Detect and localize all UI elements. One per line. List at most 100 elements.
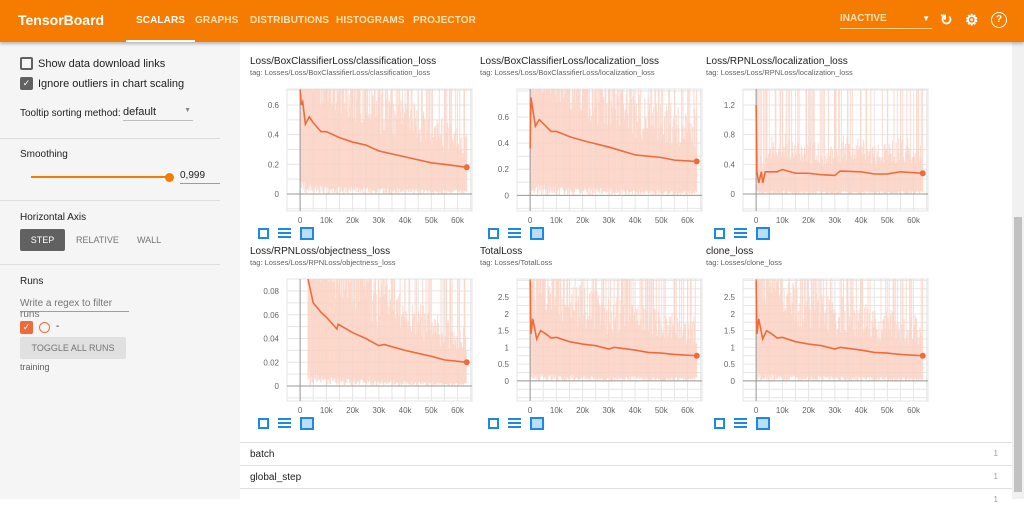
toggle-log-scale-icon[interactable] (278, 227, 291, 240)
chart-title: Loss/RPNLoss/objectness_loss (250, 246, 391, 257)
group-row[interactable]: 1 (240, 488, 1012, 511)
x-tick-label: 20k (802, 216, 816, 224)
x-tick-label: 10k (550, 406, 564, 414)
scrollbar[interactable] (1012, 42, 1024, 499)
x-tick-label: 30k (372, 406, 386, 414)
divider (0, 138, 220, 139)
last-point-marker (919, 352, 926, 359)
chart-toolbar (714, 225, 779, 241)
smoothing-slider[interactable] (31, 176, 170, 178)
y-tick-label: 1.5 (498, 327, 510, 336)
line-chart[interactable]: 0 0.2 0.4 0.6 0 10k 20k 30k 40k 50k 60k (250, 56, 476, 224)
tab-histograms[interactable]: HISTOGRAMS (336, 15, 405, 26)
axis-relative-button[interactable]: RELATIVE (76, 235, 119, 245)
main-content: Loss/BoxClassifierLoss/classification_lo… (240, 42, 1012, 504)
toggle-log-scale-icon[interactable] (508, 417, 521, 430)
last-point-marker (693, 352, 700, 359)
sidebar: Show data download links ✓ Ignore outlie… (0, 42, 240, 499)
toggle-log-scale-icon[interactable] (508, 227, 521, 240)
plugin-select[interactable]: INACTIVE ▼ (840, 13, 932, 29)
fit-domain-icon[interactable] (756, 227, 770, 241)
x-tick-label: 0 (754, 406, 759, 414)
axis-wall-button[interactable]: WALL (137, 235, 162, 245)
fullscreen-icon[interactable] (488, 228, 499, 240)
fit-domain-icon[interactable] (300, 227, 314, 241)
group-name: global_step (250, 472, 302, 483)
fit-domain-icon[interactable] (756, 417, 770, 431)
last-point-marker (919, 170, 926, 177)
chart-toolbar (488, 225, 553, 241)
run-color-circle-icon[interactable] (39, 322, 50, 333)
y-tick-label: 0.2 (268, 160, 280, 169)
line-chart[interactable]: 0 0.2 0.4 0.6 0 10k 20k 30k 40k 50k 60k (480, 56, 706, 224)
chart-toolbar (714, 415, 779, 431)
x-tick-label: 60k (681, 216, 695, 224)
settings-icon[interactable]: ⚙ (965, 12, 979, 29)
tooltip-sorting-value: default (123, 106, 157, 118)
last-point-marker (693, 158, 700, 165)
chart-toolbar (258, 415, 323, 431)
toggle-all-runs-button[interactable]: TOGGLE ALL RUNS (20, 337, 126, 359)
y-tick-label: 0 (505, 377, 510, 386)
y-tick-label: 2 (505, 310, 510, 319)
y-tick-label: 0 (275, 190, 280, 199)
horizontal-axis-label: Horizontal Axis (20, 212, 87, 223)
help-icon[interactable]: ? (991, 12, 1007, 28)
smoothing-slider-handle[interactable] (165, 173, 174, 182)
tooltip-sorting-select[interactable]: default ▼ (123, 104, 193, 121)
tab-scalars[interactable]: SCALARS (125, 15, 196, 42)
fullscreen-icon[interactable] (258, 418, 269, 430)
chart-toolbar (258, 225, 323, 241)
fit-domain-icon[interactable] (530, 417, 544, 431)
x-tick-label: 0 (528, 216, 533, 224)
fullscreen-icon[interactable] (714, 228, 725, 240)
run-checkbox[interactable]: ✓ (20, 321, 33, 334)
fit-domain-icon[interactable] (300, 417, 314, 431)
smoothing-input[interactable]: 0,999 (180, 168, 220, 184)
fullscreen-icon[interactable] (714, 418, 725, 430)
fullscreen-icon[interactable] (258, 228, 269, 240)
smoothed-series-line (529, 97, 697, 163)
y-tick-label: 0 (275, 382, 280, 391)
y-tick-label: 0.02 (263, 358, 279, 367)
refresh-icon[interactable]: ↻ (940, 12, 953, 29)
fullscreen-icon[interactable] (488, 418, 499, 430)
runs-label: Runs (20, 276, 44, 287)
x-tick-label: 50k (881, 406, 895, 414)
chart-title: Loss/RPNLoss/localization_loss (706, 56, 848, 67)
plot-border (286, 278, 473, 402)
y-tick-label: 0.04 (263, 335, 279, 344)
scrollbar-thumb[interactable] (1014, 217, 1022, 492)
tab-graphs[interactable]: GRAPHS (195, 15, 239, 26)
x-tick-label: 40k (855, 216, 869, 224)
x-tick-label: 20k (346, 406, 360, 414)
line-chart[interactable]: 0 0.02 0.04 0.06 0.08 0 10k 20k 30k 40k 50k 60k (250, 246, 476, 414)
chart-tag: tag: Losses/clone_loss (706, 258, 782, 267)
app-title: TensorBoard (18, 12, 105, 28)
tab-projector[interactable]: PROJECTOR (413, 15, 476, 26)
group-row-batch[interactable]: batch 1 (240, 442, 1012, 465)
line-chart[interactable]: 0 0.4 0.8 1.2 0 10k 20k 30k 40k 50k 60k (706, 56, 932, 224)
last-point-marker (463, 164, 470, 171)
group-row-global-step[interactable]: global_step 1 (240, 465, 1012, 488)
x-tick-label: 50k (881, 216, 895, 224)
x-tick-label: 0 (528, 406, 533, 414)
y-tick-label: 0.4 (724, 160, 736, 169)
tab-distributions[interactable]: DISTRIBUTIONS (250, 15, 330, 26)
runs-filter-input[interactable]: Write a regex to filter runs (20, 295, 129, 320)
line-chart[interactable]: 0 0.5 1 1.5 2 2.5 0 10k 20k 30k 40k 50k 60k (480, 246, 706, 414)
x-tick-label: 30k (828, 406, 842, 414)
raw-data-band (307, 279, 467, 387)
y-tick-label: 0.5 (724, 360, 736, 369)
toggle-log-scale-icon[interactable] (734, 227, 747, 240)
fit-domain-icon[interactable] (530, 227, 544, 241)
toggle-log-scale-icon[interactable] (278, 417, 291, 430)
y-tick-label: 1.2 (724, 101, 736, 110)
show-download-links-checkbox[interactable] (20, 57, 33, 70)
axis-step-button[interactable]: STEP (20, 229, 65, 251)
line-chart[interactable]: 0 0.5 1 1.5 2 2.5 0 10k 20k 30k 40k 50k 60k (706, 246, 932, 414)
ignore-outliers-checkbox[interactable]: ✓ (20, 77, 33, 90)
x-tick-label: 20k (576, 216, 590, 224)
toggle-log-scale-icon[interactable] (734, 417, 747, 430)
chart-tag: tag: Losses/Loss/BoxClassifierLoss/class… (250, 68, 431, 77)
